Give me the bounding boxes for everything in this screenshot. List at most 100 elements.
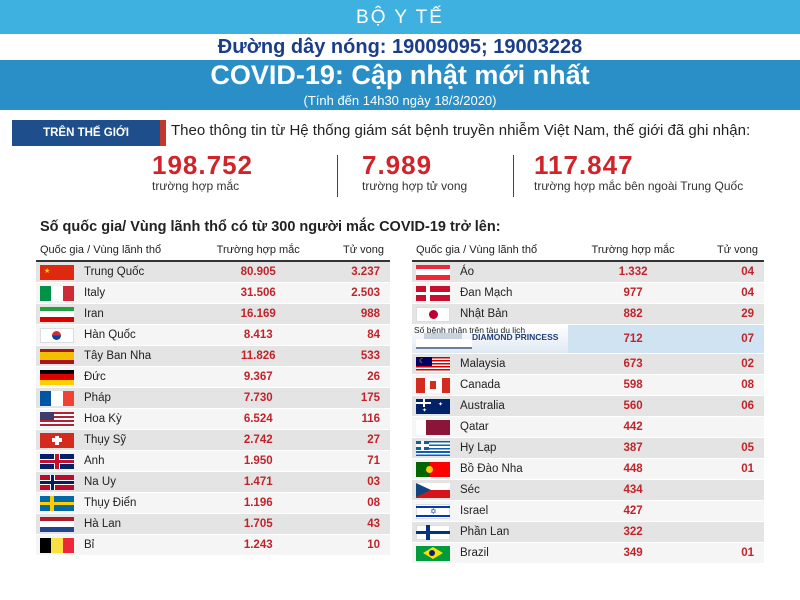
australia-flag-icon: ✦ ✦: [416, 398, 450, 414]
stat-label: trường hợp mắc bên ngoài Trung Quốc: [534, 179, 744, 193]
table-row: Séc 434: [412, 479, 764, 501]
death-count: 27: [320, 429, 390, 451]
case-count: 434: [571, 479, 695, 501]
col-cases: Trường hợp mắc: [196, 240, 321, 262]
flag-cell: [412, 437, 456, 459]
table-row: Tây Ban Nha 11.826 533: [36, 345, 390, 367]
case-count: 598: [571, 374, 695, 396]
table-row: Hoa Kỳ 6.524 116: [36, 408, 390, 430]
switzerland-flag-icon: [40, 432, 74, 448]
stat-value: 117.847: [534, 150, 634, 180]
belgium-flag-icon: [40, 537, 74, 553]
flag-cell: [412, 303, 456, 325]
case-count: 1.950: [196, 450, 321, 472]
death-count: 02: [694, 353, 764, 375]
world-badge: TRÊN THẾ GIỚI: [12, 120, 166, 146]
malaysia-flag-icon: ☾: [416, 356, 450, 372]
country-name: Đan Mạch: [456, 282, 572, 304]
country-name: Phần Lan: [456, 521, 572, 543]
update-time: (Tính đến 14h30 ngày 18/3/2020): [303, 93, 497, 108]
case-count: 322: [571, 521, 695, 543]
col-country: Quốc gia / Vùng lãnh thổ: [36, 240, 197, 262]
country-table-right: Quốc gia / Vùng lãnh thổ Trường hợp mắc …: [412, 240, 764, 564]
death-count: 84: [320, 324, 390, 346]
table-row: Phần Lan 322: [412, 521, 764, 543]
country-name: Áo: [456, 261, 572, 283]
table-header: Quốc gia / Vùng lãnh thổ Trường hợp mắc …: [412, 240, 764, 262]
country-table-left: Quốc gia / Vùng lãnh thổ Trường hợp mắc …: [36, 240, 390, 556]
death-count: [694, 479, 764, 501]
table-row: Hy Lạp 387 05: [412, 437, 764, 459]
country-name: Thụy Sỹ: [80, 429, 197, 451]
country-name: Pháp: [80, 387, 197, 409]
country-name: Trung Quốc: [80, 261, 197, 283]
flag-cell: [36, 471, 80, 493]
divider: [513, 155, 514, 197]
intro-text: Theo thông tin từ Hệ thống giám sát bệnh…: [171, 122, 751, 139]
case-count: 6.524: [196, 408, 321, 430]
korea-flag-icon: [40, 327, 74, 343]
col-country: Quốc gia / Vùng lãnh thổ: [412, 240, 572, 262]
flag-cell: [36, 345, 80, 367]
italy-flag-icon: [40, 285, 74, 301]
case-count: 31.506: [196, 282, 321, 304]
case-count: 1.243: [196, 534, 321, 556]
flag-cell: [36, 366, 80, 388]
death-count: 26: [320, 366, 390, 388]
case-count: 1.196: [196, 492, 321, 514]
flag-cell: ★: [36, 261, 80, 283]
case-count: 387: [571, 437, 695, 459]
country-name: Đức: [80, 366, 197, 388]
sweden-flag-icon: [40, 495, 74, 511]
spain-flag-icon: [40, 348, 74, 364]
country-name: Na Uy: [80, 471, 197, 493]
death-count: 03: [320, 471, 390, 493]
table-header: Quốc gia / Vùng lãnh thổ Trường hợp mắc …: [36, 240, 390, 262]
stat-label: trường hợp tử vong: [362, 179, 468, 193]
divider: [337, 155, 338, 197]
flag-cell: [412, 542, 456, 564]
death-count: 29: [694, 303, 764, 325]
germany-flag-icon: [40, 369, 74, 385]
case-count: 882: [571, 303, 695, 325]
portugal-flag-icon: [416, 461, 450, 477]
stat-total-cases: 198.752 trường hợp mắc: [152, 150, 253, 193]
top-bar: [0, 0, 800, 34]
case-count: 1.705: [196, 513, 321, 535]
netherlands-flag-icon: [40, 516, 74, 532]
col-deaths: Tử vong: [320, 240, 390, 262]
death-count: 04: [694, 261, 764, 283]
flag-cell: [36, 534, 80, 556]
country-name: Israel: [456, 500, 572, 522]
case-count: 16.169: [196, 303, 321, 325]
uk-flag-icon: [40, 453, 74, 469]
country-name: Canada: [456, 374, 572, 396]
country-name: Malaysia: [456, 353, 572, 375]
table-row: Qatar 442: [412, 416, 764, 438]
country-name: Italy: [80, 282, 197, 304]
case-count: 7.730: [196, 387, 321, 409]
hotline: Đường dây nóng: 19009095; 19003228: [217, 36, 583, 58]
flag-cell: [36, 408, 80, 430]
cruise-ship-image: Số bệnh nhân trên tàu du lịch DIAMOND PRI…: [412, 325, 568, 353]
death-count: 01: [694, 458, 764, 480]
country-name: Hy Lạp: [456, 437, 572, 459]
death-count: 08: [320, 492, 390, 514]
israel-flag-icon: ✡: [416, 503, 450, 519]
case-count: 442: [571, 416, 695, 438]
flag-cell: [412, 458, 456, 480]
death-count: 3.237: [320, 261, 390, 283]
czech-flag-icon: [416, 482, 450, 498]
flag-cell: ✦ ✦: [412, 395, 456, 417]
country-name: Bỉ: [80, 534, 197, 556]
country-name: Hoa Kỳ: [80, 408, 197, 430]
case-count: 427: [571, 500, 695, 522]
case-count: 712: [571, 324, 695, 354]
case-count: 11.826: [196, 345, 321, 367]
country-name: Bồ Đào Nha: [456, 458, 572, 480]
col-cases: Trường hợp mắc: [571, 240, 695, 262]
death-count: [694, 521, 764, 543]
flag-cell: [36, 303, 80, 325]
stat-value: 198.752: [152, 150, 253, 180]
table-row: Số bệnh nhân trên tàu du lịch DIAMOND PRI…: [412, 324, 764, 354]
